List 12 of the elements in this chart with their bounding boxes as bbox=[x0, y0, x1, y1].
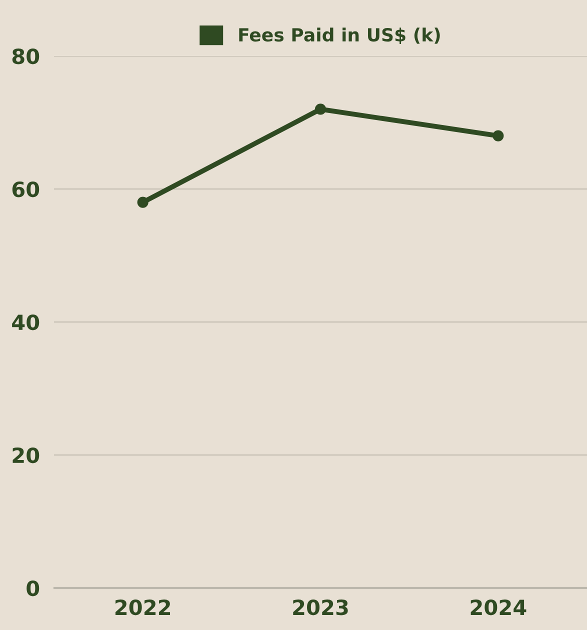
x-tick-label: 2023 bbox=[293, 599, 348, 616]
point bbox=[492, 130, 504, 142]
y-tick-label: 0 bbox=[26, 580, 40, 596]
y-tick-label: 40 bbox=[12, 314, 40, 330]
y-tick-label: 20 bbox=[12, 447, 40, 464]
x-tick-label: 2022 bbox=[115, 599, 170, 616]
point bbox=[314, 104, 326, 115]
y-tick-label: 80 bbox=[12, 48, 40, 64]
x-tick-label: 2024 bbox=[470, 599, 526, 616]
y-tick-label: 60 bbox=[12, 181, 40, 198]
point bbox=[137, 196, 148, 208]
legend-label: Fees Paid in US$ (k) bbox=[239, 28, 440, 44]
